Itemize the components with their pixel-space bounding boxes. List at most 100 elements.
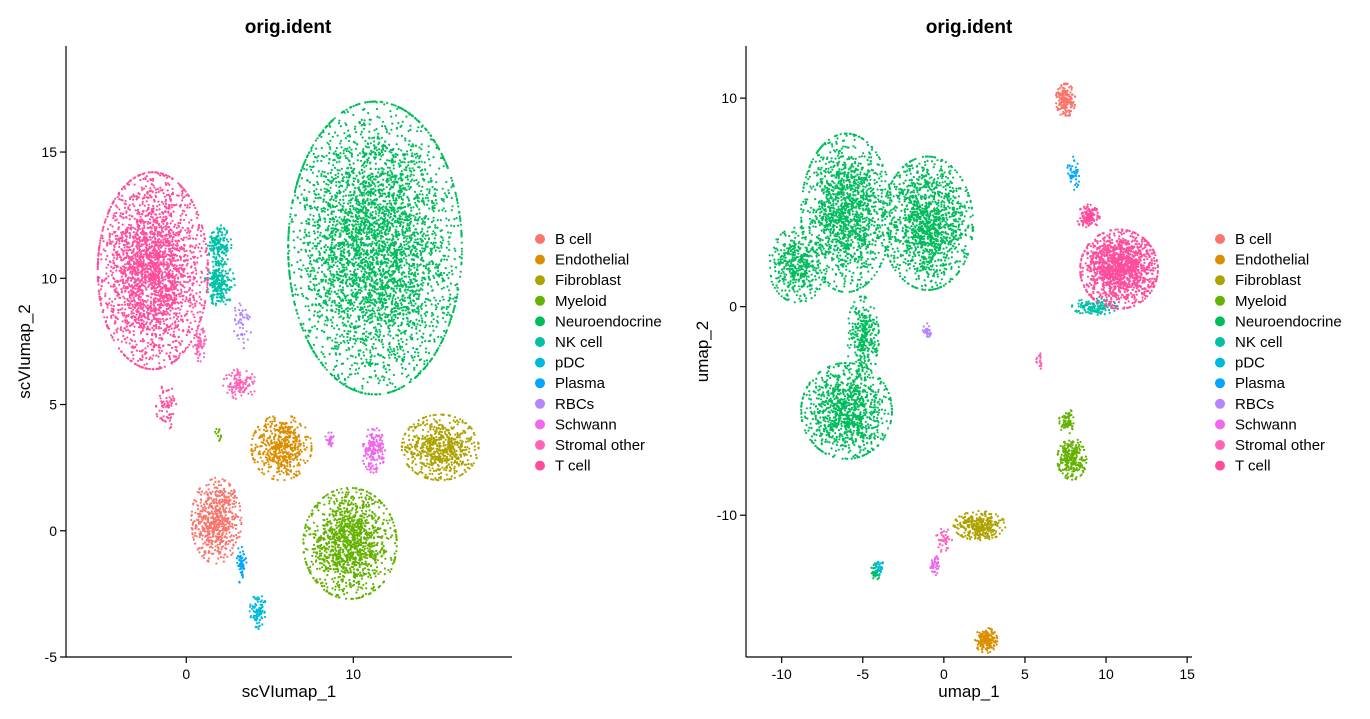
point (353, 568, 356, 571)
point (475, 457, 478, 460)
point (330, 526, 333, 529)
point (438, 250, 441, 253)
point (367, 505, 370, 508)
point (424, 321, 427, 324)
point (214, 549, 217, 552)
point (229, 483, 232, 487)
point (424, 351, 428, 354)
point (337, 209, 340, 212)
point (369, 243, 372, 246)
point (429, 334, 432, 337)
point (355, 522, 358, 525)
point (360, 518, 363, 521)
point (447, 277, 450, 280)
point (331, 510, 334, 513)
point (298, 439, 301, 442)
point (368, 532, 371, 535)
point (269, 420, 272, 423)
point (345, 507, 349, 510)
point (218, 525, 221, 528)
point (364, 513, 367, 516)
point (442, 239, 445, 242)
point (373, 569, 376, 572)
point (204, 541, 207, 544)
point (417, 197, 420, 200)
point (356, 550, 359, 553)
point (423, 221, 426, 224)
point (217, 532, 220, 535)
point (453, 247, 456, 250)
point (276, 478, 279, 482)
point (212, 483, 216, 486)
series-neuroendocrine (287, 100, 463, 396)
point (347, 502, 350, 505)
point (416, 182, 419, 186)
point (453, 459, 457, 462)
point (408, 438, 411, 442)
point (425, 419, 429, 422)
point (356, 529, 359, 532)
point (447, 240, 450, 243)
point (362, 553, 365, 556)
point (371, 315, 374, 318)
point (363, 285, 366, 288)
point (196, 490, 199, 494)
point (336, 570, 339, 573)
point (323, 495, 326, 498)
point (218, 508, 221, 511)
point (190, 510, 193, 513)
point (362, 568, 365, 571)
point (284, 421, 287, 424)
point (314, 274, 317, 277)
point (276, 447, 279, 450)
point (318, 550, 321, 553)
point (355, 597, 358, 600)
point (450, 440, 453, 443)
point (372, 531, 375, 535)
point (233, 502, 236, 506)
point (291, 454, 294, 457)
point (316, 501, 320, 504)
point (303, 557, 307, 560)
point (349, 201, 352, 204)
point (347, 517, 350, 520)
point (316, 504, 319, 507)
point (282, 456, 285, 459)
point (344, 581, 348, 585)
point (460, 455, 463, 458)
point (219, 490, 222, 493)
point (423, 443, 426, 446)
point (336, 594, 340, 597)
point (337, 535, 340, 538)
point (406, 350, 410, 353)
point (366, 547, 369, 550)
point (269, 430, 272, 433)
point (437, 335, 440, 338)
point (418, 184, 421, 188)
point (438, 299, 442, 302)
point (355, 568, 359, 571)
point (210, 516, 214, 520)
point (366, 146, 369, 149)
point (393, 552, 396, 555)
point (455, 436, 458, 439)
point (345, 585, 348, 588)
point (330, 176, 334, 179)
point (390, 558, 393, 562)
point (334, 546, 337, 549)
point (226, 518, 230, 521)
point (295, 440, 298, 443)
point (203, 521, 206, 524)
point (216, 524, 219, 527)
point (392, 561, 396, 564)
point (459, 439, 462, 442)
point (216, 510, 220, 513)
point (233, 496, 236, 499)
point (366, 564, 369, 568)
point (231, 552, 234, 555)
point (402, 437, 405, 440)
point (304, 448, 307, 451)
point (225, 532, 228, 535)
point (382, 581, 385, 584)
point (311, 547, 314, 551)
